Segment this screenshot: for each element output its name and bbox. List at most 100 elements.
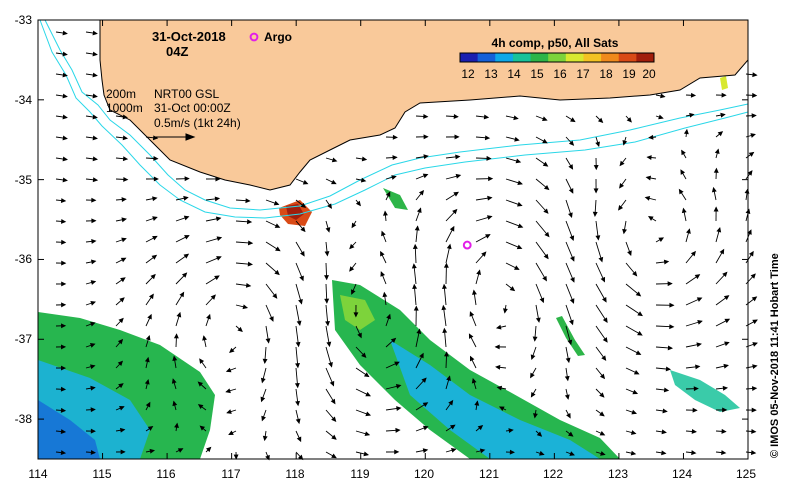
- current-arrowhead: [689, 112, 695, 118]
- current-arrowhead: [450, 447, 457, 453]
- current-arrowhead: [542, 161, 549, 167]
- current-arrowhead: [90, 364, 96, 370]
- current-arrowhead: [419, 352, 424, 359]
- current-arrowhead: [567, 339, 573, 346]
- current-arrowhead: [564, 394, 570, 400]
- current-arrowhead: [722, 271, 728, 278]
- current-arrowhead: [117, 338, 124, 345]
- time-label: 04Z: [166, 44, 188, 59]
- current-arrowhead: [601, 296, 607, 303]
- current-arrowhead: [394, 449, 400, 455]
- current-arrowhead: [91, 238, 97, 244]
- current-arrowhead: [566, 412, 571, 419]
- current-arrowhead: [644, 195, 651, 201]
- current-arrowhead: [569, 319, 574, 326]
- current-arrowhead: [396, 406, 402, 411]
- current-arrowhead: [722, 385, 729, 391]
- current-arrowhead: [92, 177, 99, 183]
- current-arrowhead: [153, 176, 159, 182]
- current-arrowhead: [680, 169, 686, 175]
- current-arrowhead: [412, 243, 418, 250]
- current-arrowhead: [412, 283, 418, 289]
- current-arrowhead: [568, 212, 573, 219]
- x-tick-label: 120: [414, 467, 434, 481]
- current-arrowhead: [422, 425, 429, 431]
- current-arrowhead: [569, 235, 575, 242]
- current-arrowhead: [62, 30, 68, 36]
- current-arrowhead: [568, 140, 575, 146]
- current-arrowhead: [349, 266, 355, 272]
- current-arrowhead: [380, 271, 386, 277]
- current-arrowhead: [199, 358, 205, 364]
- current-arrowhead: [144, 356, 150, 363]
- y-tick-label: -36: [15, 252, 33, 266]
- argo-float-marker[interactable]: [462, 240, 472, 250]
- current-arrowhead: [667, 281, 673, 287]
- current-arrowhead: [722, 407, 728, 413]
- current-arrowhead: [474, 400, 480, 406]
- current-arrowhead: [595, 235, 601, 241]
- current-arrowhead: [121, 197, 127, 202]
- current-arrowhead: [118, 317, 124, 324]
- current-arrowhead: [416, 207, 422, 214]
- current-arrowhead: [502, 308, 508, 314]
- current-arrowhead: [382, 291, 388, 298]
- current-arrowhead: [364, 431, 371, 437]
- x-tick-label: 117: [221, 467, 240, 481]
- current-arrowhead: [90, 428, 96, 434]
- current-arrowhead: [602, 317, 608, 323]
- colorbar-tick: 14: [507, 67, 521, 81]
- current-arrowhead: [632, 389, 639, 395]
- current-arrowhead: [714, 148, 720, 154]
- current-arrowhead: [145, 335, 151, 341]
- current-arrowhead: [92, 51, 98, 57]
- current-arrowhead: [619, 160, 625, 167]
- current-arrowhead: [302, 179, 309, 185]
- current-arrowhead: [91, 218, 97, 224]
- current-arrowhead: [62, 51, 68, 57]
- current-arrowhead: [658, 237, 665, 243]
- current-arrowhead: [296, 320, 302, 327]
- current-arrowhead: [748, 151, 755, 157]
- current-arrowhead: [567, 431, 574, 437]
- current-arrowhead: [750, 133, 756, 138]
- current-arrowhead: [694, 274, 701, 280]
- current-arrowhead: [324, 275, 329, 281]
- x-tick-label: 116: [156, 467, 175, 481]
- current-arrowhead: [633, 369, 640, 375]
- current-arrowhead: [696, 342, 702, 348]
- current-arrowhead: [92, 30, 98, 36]
- current-arrowhead: [514, 136, 520, 142]
- current-arrowhead: [294, 382, 300, 389]
- current-arrowhead: [453, 191, 459, 197]
- current-arrowhead: [539, 297, 545, 304]
- colorbar-tick: 17: [576, 67, 590, 81]
- current-arrowhead: [593, 188, 599, 194]
- current-arrowhead: [751, 296, 758, 302]
- colorbar-swatch: [583, 53, 602, 62]
- current-arrowhead: [752, 92, 758, 98]
- colorbar-swatch: [477, 53, 496, 62]
- current-arrowhead: [120, 449, 126, 455]
- current-arrowhead: [599, 411, 605, 417]
- current-arrowhead: [455, 154, 461, 160]
- current-arrowhead: [202, 335, 207, 341]
- current-arrowhead: [720, 112, 726, 118]
- current-arrowhead: [530, 354, 536, 360]
- current-arrowhead: [349, 243, 355, 250]
- current-arrowhead: [630, 430, 637, 435]
- current-arrowhead: [121, 237, 127, 243]
- current-arrowhead: [92, 72, 98, 78]
- current-arrowhead: [90, 321, 96, 327]
- current-arrowhead: [646, 155, 652, 160]
- current-arrowhead: [681, 149, 686, 156]
- current-arrowhead: [390, 337, 397, 343]
- current-arrowhead: [627, 250, 632, 257]
- current-arrowhead: [394, 361, 400, 367]
- current-arrowhead: [61, 323, 67, 329]
- current-arrowhead: [495, 364, 501, 370]
- current-arrowhead: [517, 223, 524, 229]
- current-arrowhead: [246, 219, 253, 225]
- current-arrowhead: [383, 210, 388, 216]
- current-arrowhead: [752, 319, 758, 325]
